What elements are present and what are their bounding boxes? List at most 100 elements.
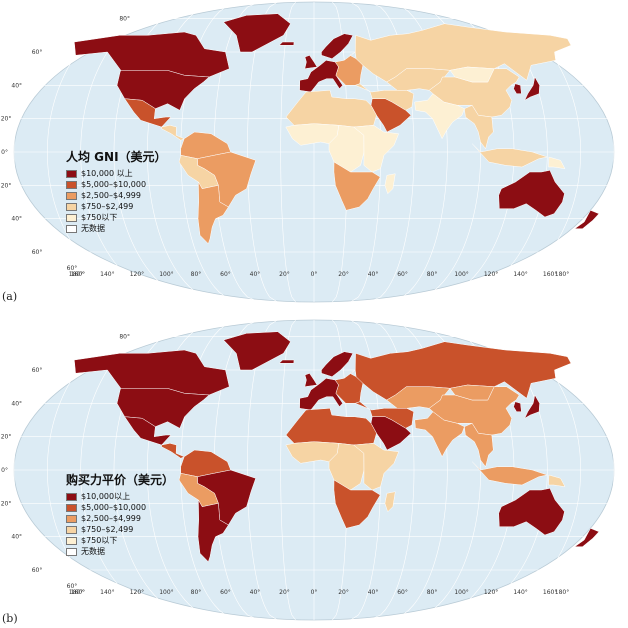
legend-swatch	[66, 169, 77, 178]
legend-item: $750–$2,499	[66, 524, 174, 535]
meridian-line	[280, 1, 296, 303]
region-japan	[524, 394, 540, 419]
legend-label: $5,000–$10,000	[81, 503, 147, 512]
region-east-africa	[353, 125, 399, 173]
legend-label: $5,000–$10,000	[81, 180, 147, 189]
region-png	[548, 156, 566, 169]
region-greenland	[223, 331, 291, 371]
legend-swatch	[66, 492, 77, 501]
region-india	[414, 411, 465, 457]
lat-tick-label: 20°	[1, 434, 12, 441]
meridian-line	[247, 1, 278, 303]
legend-ppp: 购买力平价（美元） $10,000以上 $5,000–$10,000 $2,500–…	[66, 471, 174, 557]
lon-tick-label: 80°	[427, 271, 438, 278]
region-mongolia	[449, 66, 495, 83]
lon-tick-label: 120°	[130, 589, 144, 596]
lat-tick-label: 60°	[32, 49, 43, 56]
legend-item: $10,000 以上	[66, 168, 167, 179]
meridian-line	[280, 319, 296, 621]
region-argentina-chile	[197, 181, 229, 244]
legend-item: $2,500–$4,999	[66, 513, 174, 524]
lon-tick-label: 100°	[159, 589, 173, 596]
legend-item: $5,000–$10,000	[66, 179, 167, 190]
lat-tick-label: 40°	[11, 400, 22, 407]
legend-label: $2,500–$4,999	[81, 191, 141, 200]
legend-swatch	[66, 547, 77, 556]
meridian-line	[478, 319, 615, 621]
region-southeast-asia	[464, 423, 494, 467]
lon-tick-label: 120°	[484, 589, 498, 596]
legend-label: $10,000以上	[81, 492, 131, 501]
legend-title: 购买力平价（美元）	[66, 473, 175, 487]
region-mexico	[124, 98, 172, 128]
legend-label: $750–$2,499	[81, 202, 134, 211]
legend-label: $750以下	[81, 213, 118, 222]
lat-tick-label: 60°	[67, 583, 78, 590]
lon-tick-label: 100°	[159, 271, 173, 278]
lon-tick-label: 160°	[543, 589, 557, 596]
lon-tick-label: 160°	[71, 589, 85, 596]
meridian-line	[478, 1, 615, 303]
panel-label-a: (a)	[2, 290, 18, 303]
meridian-line	[13, 1, 150, 303]
lon-tick-label: 40°	[368, 589, 379, 596]
lat-tick-label: 40°	[11, 534, 22, 541]
legend-swatch	[66, 525, 77, 534]
region-png	[548, 474, 566, 487]
legend-item: 无数据	[66, 223, 167, 234]
legend-item: $750以下	[66, 535, 174, 546]
region-japan	[524, 76, 540, 101]
legend-label: 无数据	[81, 547, 105, 556]
region-uk	[304, 55, 318, 69]
region-indonesia	[471, 461, 548, 486]
region-uk	[304, 373, 318, 387]
lon-tick-label: 60°	[220, 271, 231, 278]
region-korea	[513, 83, 522, 94]
lon-tick-label: 60°	[397, 271, 408, 278]
lon-tick-label: 40°	[250, 589, 261, 596]
region-scandinavia	[321, 351, 354, 377]
legend-swatch	[66, 202, 77, 211]
legend-label: $10,000 以上	[81, 169, 133, 178]
legend-swatch	[66, 191, 77, 200]
panel-label-b: (b)	[2, 612, 18, 625]
lon-tick-label: 100°	[454, 589, 468, 596]
lon-tick-label: 40°	[250, 271, 261, 278]
lon-tick-label: 60°	[397, 589, 408, 596]
lon-tick-label: 40°	[368, 271, 379, 278]
lon-tick-label: 120°	[130, 271, 144, 278]
lon-tick-label: 140°	[513, 271, 527, 278]
legend-item: $10,000以上	[66, 491, 174, 502]
lon-tick-label: 180°	[69, 271, 83, 278]
legend-rows: $10,000 以上 $5,000–$10,000 $2,500–$4,999 $75…	[66, 168, 167, 234]
lon-tick-label: 140°	[100, 589, 114, 596]
world-map-ppp: 80°60°40°20°0°20°40°60°180°160° 140° 120° 1…	[1, 319, 615, 621]
region-mexico	[124, 416, 172, 446]
lat-tick-label: 60°	[67, 265, 78, 272]
region-india	[414, 93, 465, 139]
lon-tick-label: 60°	[220, 589, 231, 596]
lat-tick-label: 20°	[1, 116, 12, 123]
lat-tick-label: 20°	[1, 500, 12, 507]
lat-tick-label: 80°	[119, 334, 130, 341]
legend-title: 人均 GNI（美元）	[66, 150, 167, 164]
legend-swatch	[66, 180, 77, 189]
lat-tick-label: 40°	[11, 82, 22, 89]
map-panel-gni: 80° 60° 40° 20° 0° 20° 40° 60° 180° 160° 140° 120° 1…	[0, 0, 628, 310]
region-korea	[513, 401, 522, 412]
legend-swatch	[66, 503, 77, 512]
region-middle-east	[355, 401, 414, 429]
region-southeast-asia	[464, 105, 494, 149]
lon-tick-label: 0°	[311, 589, 318, 596]
region-new-zealand	[574, 210, 600, 229]
legend-item: $750以下	[66, 212, 167, 223]
legend-label: $750以下	[81, 536, 118, 545]
region-indonesia	[471, 143, 548, 168]
region-argentina-chile	[197, 499, 229, 562]
region-east-africa	[353, 443, 399, 491]
region-madagascar	[384, 491, 396, 512]
legend-swatch	[66, 213, 77, 222]
lat-tick-label: 80°	[119, 16, 130, 23]
meridian-line	[247, 319, 278, 621]
region-scandinavia	[321, 33, 354, 59]
